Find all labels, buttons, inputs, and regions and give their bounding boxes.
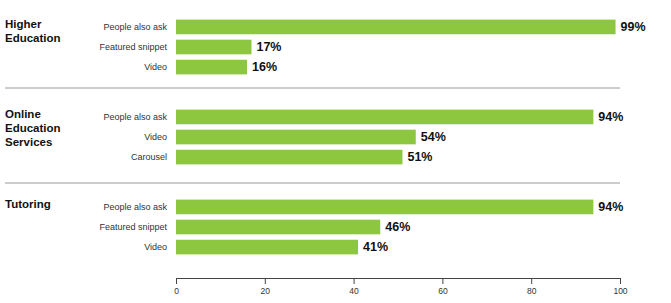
group-title: OnlineEducationServices <box>5 108 61 148</box>
bar <box>176 130 416 145</box>
tick: 0 <box>174 278 179 296</box>
data-label: 17% <box>256 40 281 54</box>
bar <box>176 60 247 75</box>
category-label: People also ask <box>103 112 167 122</box>
category-label: People also ask <box>103 22 167 32</box>
data-label: 16% <box>252 60 277 74</box>
category-label: Carousel <box>131 152 167 162</box>
tick-mark <box>265 278 266 284</box>
category-label: Featured snippet <box>99 222 167 232</box>
tick-label: 0 <box>174 286 179 296</box>
tick: 20 <box>261 278 271 296</box>
tick-mark <box>442 278 443 284</box>
bar <box>176 200 593 215</box>
tick-label: 100 <box>613 286 627 296</box>
category-label: Video <box>144 62 167 72</box>
panel: OnlineEducationServices People also ask Vi… <box>5 108 623 164</box>
tick-mark <box>531 278 532 284</box>
bars <box>176 200 593 255</box>
group-title: HigherEducation <box>5 18 61 44</box>
separator <box>5 183 620 184</box>
category-label: Video <box>144 242 167 252</box>
data-label: 99% <box>621 20 646 34</box>
bar <box>176 40 251 55</box>
bar <box>176 240 358 255</box>
chart: HigherEducation People also ask Featured s… <box>0 0 671 303</box>
category-label: People also ask <box>103 202 167 212</box>
data-label: 94% <box>598 200 623 214</box>
bars <box>176 110 593 165</box>
bar <box>176 20 616 35</box>
data-label: 94% <box>598 110 623 124</box>
tick-label: 20 <box>261 286 271 296</box>
data-label: 54% <box>421 130 446 144</box>
data-label: 41% <box>363 240 388 254</box>
category-label: Video <box>144 132 167 142</box>
tick-label: 40 <box>349 286 359 296</box>
category-label: Featured snippet <box>99 42 167 52</box>
tick: 100 <box>613 278 627 296</box>
panel: HigherEducation People also ask Featured s… <box>5 18 646 74</box>
tick: 60 <box>438 278 448 296</box>
tick-label: 80 <box>527 286 537 296</box>
bar <box>176 220 380 235</box>
tick: 40 <box>349 278 359 296</box>
tick-label: 60 <box>438 286 448 296</box>
bars <box>176 20 616 75</box>
data-label: 51% <box>407 150 432 164</box>
tick: 80 <box>527 278 537 296</box>
bar <box>176 110 593 125</box>
x-axis: 0 20 40 60 80 100 <box>174 278 628 296</box>
axis-line <box>177 279 621 285</box>
tick-mark <box>176 278 177 284</box>
group-title: Tutoring <box>5 198 51 210</box>
separator <box>5 88 620 89</box>
panel: Tutoring People also ask Featured snippet V… <box>5 198 623 254</box>
tick-mark <box>620 278 621 284</box>
tick-mark <box>354 278 355 284</box>
bar <box>176 150 402 165</box>
data-label: 46% <box>385 220 410 234</box>
